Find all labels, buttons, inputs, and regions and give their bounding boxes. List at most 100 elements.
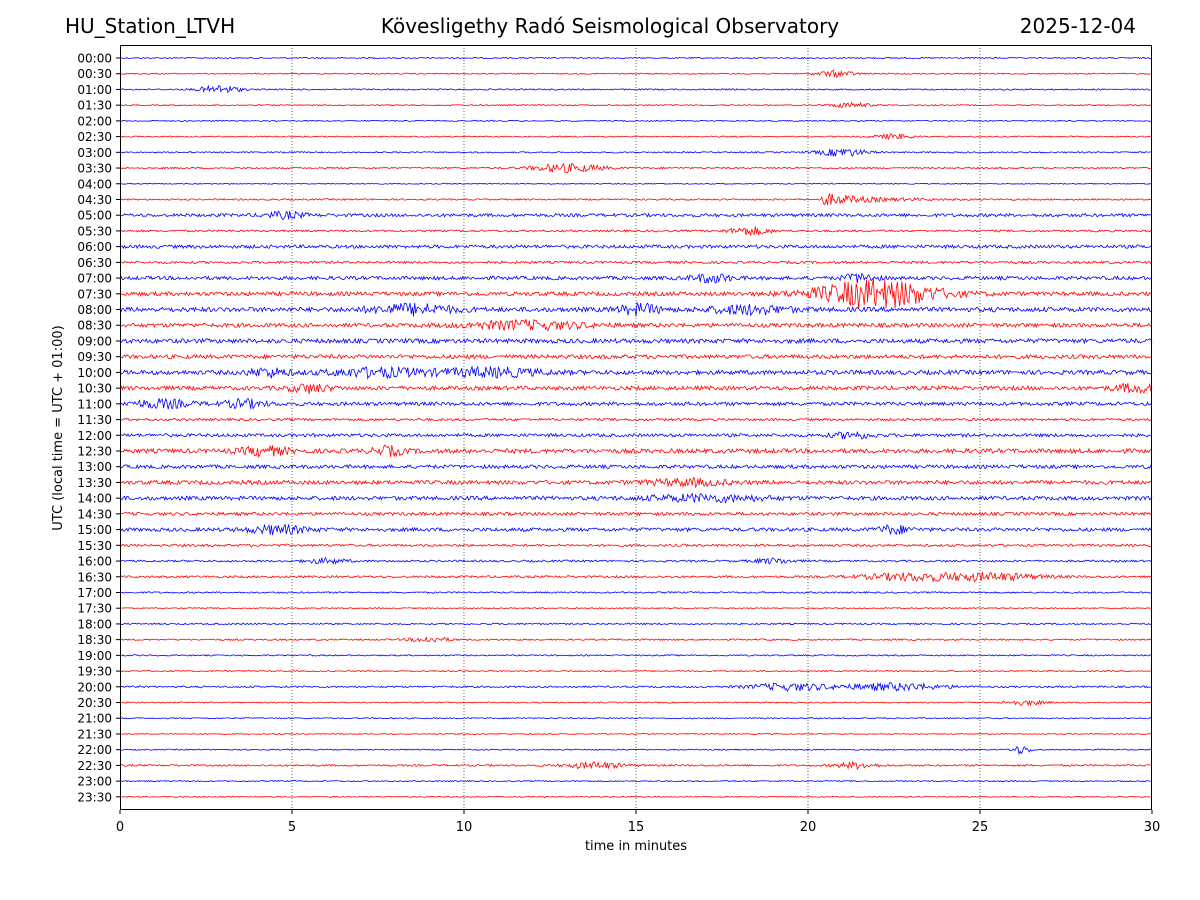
x-tick-label: 15 bbox=[628, 820, 645, 835]
row-label-0730: 07:30 bbox=[77, 287, 112, 301]
trace-1400 bbox=[119, 492, 1153, 504]
x-tick-label: 10 bbox=[456, 820, 473, 835]
trace-0430 bbox=[119, 192, 1153, 206]
trace-2300 bbox=[119, 779, 1153, 783]
row-label-0130: 01:30 bbox=[77, 99, 112, 113]
row-label-1330: 13:30 bbox=[77, 476, 112, 490]
row-label-1700: 17:00 bbox=[77, 586, 112, 600]
row-label-1400: 14:00 bbox=[77, 492, 112, 506]
station-name: HU_Station_LTVH bbox=[65, 14, 236, 38]
row-label-0230: 02:30 bbox=[77, 130, 112, 144]
grid-lines bbox=[291, 45, 981, 810]
row-label-1100: 11:00 bbox=[77, 397, 112, 411]
chart-date: 2025-12-04 bbox=[1019, 14, 1136, 38]
trace-0300 bbox=[119, 148, 1153, 157]
row-label-0200: 02:00 bbox=[77, 114, 112, 128]
row-label-2030: 20:30 bbox=[77, 696, 112, 710]
row-label-1500: 15:00 bbox=[77, 523, 112, 537]
trace-1030 bbox=[119, 382, 1153, 395]
row-label-1000: 10:00 bbox=[77, 366, 112, 380]
trace-0000 bbox=[119, 56, 1153, 60]
trace-1300 bbox=[119, 463, 1153, 470]
y-axis-label: UTC (local time = UTC + 01:00) bbox=[51, 325, 66, 530]
trace-1100 bbox=[119, 397, 1153, 410]
trace-2230 bbox=[119, 760, 1153, 771]
row-label-1230: 12:30 bbox=[77, 445, 112, 459]
x-tick-label: 5 bbox=[288, 820, 296, 835]
trace-0200 bbox=[119, 119, 1153, 123]
row-label-0700: 07:00 bbox=[77, 272, 112, 286]
trace-1430 bbox=[119, 511, 1153, 517]
row-label-0600: 06:00 bbox=[77, 240, 112, 254]
trace-1930 bbox=[119, 669, 1153, 673]
row-label-1530: 15:30 bbox=[77, 539, 112, 553]
row-label-0930: 09:30 bbox=[77, 350, 112, 364]
trace-1730 bbox=[119, 607, 1153, 610]
x-tick-label: 20 bbox=[800, 820, 817, 835]
row-label-0500: 05:00 bbox=[77, 209, 112, 223]
row-label-0100: 01:00 bbox=[77, 83, 112, 97]
row-label-2230: 22:30 bbox=[77, 759, 112, 773]
row-label-1130: 11:30 bbox=[77, 413, 112, 427]
trace-1130 bbox=[119, 417, 1153, 422]
x-tick-label: 30 bbox=[1144, 820, 1161, 835]
seismic-traces bbox=[119, 56, 1153, 798]
trace-0630 bbox=[119, 260, 1153, 265]
row-label-0430: 04:30 bbox=[77, 193, 112, 207]
row-label-0030: 00:30 bbox=[77, 67, 112, 81]
trace-1800 bbox=[119, 622, 1153, 626]
row-label-2330: 23:30 bbox=[77, 790, 112, 804]
trace-0800 bbox=[119, 301, 1153, 317]
trace-1830 bbox=[119, 636, 1153, 643]
row-label-1730: 17:30 bbox=[77, 602, 112, 616]
row-label-0830: 08:30 bbox=[77, 319, 112, 333]
trace-2330 bbox=[119, 795, 1153, 798]
trace-0330 bbox=[119, 162, 1153, 174]
trace-1530 bbox=[119, 543, 1153, 548]
trace-1630 bbox=[119, 571, 1153, 583]
row-label-1900: 19:00 bbox=[77, 649, 112, 663]
trace-0130 bbox=[119, 101, 1153, 109]
trace-0530 bbox=[119, 226, 1153, 236]
row-label-0630: 06:30 bbox=[77, 256, 112, 270]
trace-2100 bbox=[119, 717, 1153, 720]
trace-0700 bbox=[119, 272, 1153, 284]
row-label-2100: 21:00 bbox=[77, 712, 112, 726]
row-label-2130: 21:30 bbox=[77, 727, 112, 741]
row-label-1800: 18:00 bbox=[77, 617, 112, 631]
row-label-0330: 03:30 bbox=[77, 162, 112, 176]
plot-frame bbox=[120, 45, 1152, 810]
trace-2030 bbox=[119, 699, 1153, 707]
trace-2130 bbox=[119, 732, 1153, 735]
trace-0600 bbox=[119, 243, 1153, 250]
trace-0830 bbox=[119, 318, 1153, 332]
trace-0930 bbox=[119, 353, 1153, 360]
chart-title: Kövesligethy Radó Seismological Observat… bbox=[380, 14, 840, 38]
trace-1230 bbox=[119, 444, 1153, 458]
row-label-0300: 03:00 bbox=[77, 146, 112, 160]
x-tick-label: 25 bbox=[972, 820, 989, 835]
row-label-0400: 04:00 bbox=[77, 177, 112, 191]
trace-0400 bbox=[119, 182, 1153, 185]
row-label-1930: 19:30 bbox=[77, 665, 112, 679]
trace-0730 bbox=[119, 278, 1153, 309]
row-label-2300: 23:00 bbox=[77, 775, 112, 789]
row-label-2200: 22:00 bbox=[77, 743, 112, 757]
row-label-1430: 14:30 bbox=[77, 507, 112, 521]
trace-1000 bbox=[119, 365, 1153, 380]
row-label-1600: 16:00 bbox=[77, 555, 112, 569]
trace-1500 bbox=[119, 523, 1153, 536]
row-label-0900: 09:00 bbox=[77, 334, 112, 348]
trace-1600 bbox=[119, 556, 1153, 565]
trace-0900 bbox=[119, 337, 1153, 345]
trace-1700 bbox=[119, 591, 1153, 594]
row-label-1200: 12:00 bbox=[77, 429, 112, 443]
trace-2200 bbox=[119, 746, 1153, 755]
trace-1900 bbox=[119, 654, 1153, 657]
trace-0500 bbox=[119, 210, 1153, 221]
x-axis-label: time in minutes bbox=[585, 839, 687, 854]
x-tick-label: 0 bbox=[116, 820, 124, 835]
trace-0100 bbox=[119, 84, 1153, 93]
